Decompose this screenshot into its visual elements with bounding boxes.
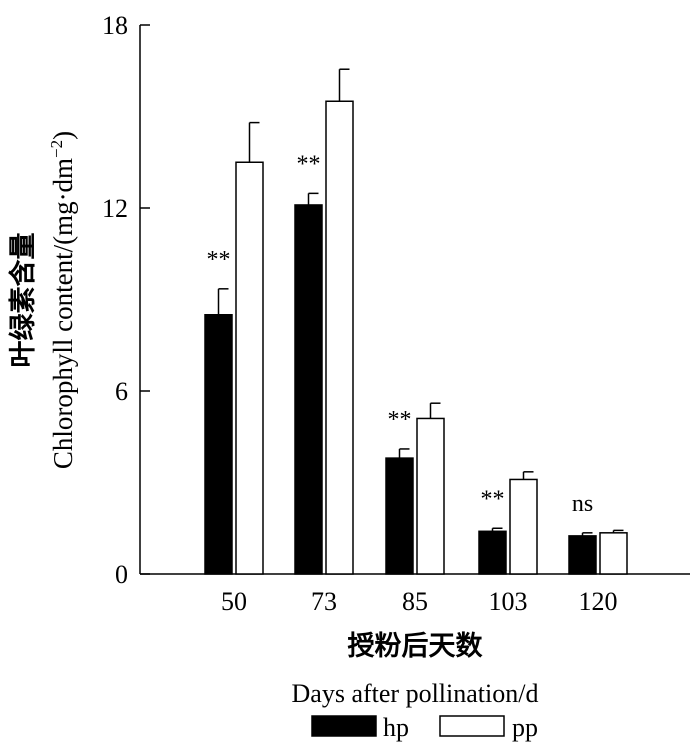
bar-hp	[294, 204, 323, 575]
y-axis-label-main: Chlorophyll content/(mg·dm	[48, 158, 78, 469]
bar-hp	[204, 314, 233, 575]
x-tick-label: 85	[402, 587, 428, 616]
x-tick-label: 120	[579, 587, 618, 616]
y-axis-label-chinese: 叶绿素含量	[7, 233, 39, 368]
significance-label: ns	[572, 491, 593, 517]
bar-pp	[416, 417, 445, 575]
significance-label: **	[481, 486, 505, 512]
bar-pp	[599, 532, 628, 575]
x-axis-label-english: Days after pollination/d	[292, 679, 539, 708]
significance-label: **	[297, 151, 321, 177]
x-tick-label: 73	[311, 587, 337, 616]
legend-swatch-pp	[439, 715, 505, 737]
ticks: 0 6 12 18 50 73 85 103 120	[102, 11, 618, 616]
bar-pp	[235, 161, 264, 575]
legend-label-pp: pp	[512, 713, 538, 742]
significance-label: **	[388, 407, 412, 433]
x-axis-label-chinese: 授粉后天数	[348, 631, 484, 662]
bars: ** ** ** ** ns	[204, 68, 628, 575]
y-tick-label: 6	[115, 377, 128, 406]
x-tick-label: 50	[221, 587, 247, 616]
bar-pp	[509, 478, 538, 575]
legend-label-hp: hp	[383, 713, 409, 742]
y-axis-label-superscript: −2	[47, 140, 66, 158]
legend-swatch-hp	[311, 715, 377, 737]
y-axis-label-english: Chlorophyll content/(mg·dm−2)	[47, 131, 78, 469]
y-axis-label-close: )	[48, 131, 78, 140]
y-tick-label: 18	[102, 11, 128, 40]
bar-hp	[478, 530, 507, 575]
bar-pp	[325, 100, 354, 575]
legend: hp pp	[311, 713, 538, 742]
x-tick-label: 103	[489, 587, 528, 616]
significance-label: **	[207, 247, 231, 273]
bar-hp	[568, 535, 597, 575]
y-tick-label: 12	[102, 194, 128, 223]
bar-hp	[385, 457, 414, 575]
y-tick-label: 0	[115, 560, 128, 589]
